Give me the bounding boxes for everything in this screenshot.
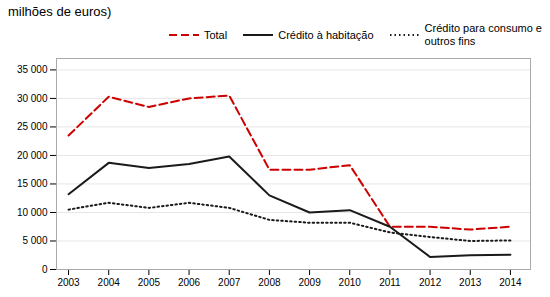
svg-text:2004: 2004 <box>98 277 121 288</box>
html-text:Crédito à habitação: Crédito à habitação <box>278 28 374 41</box>
svg-text:0: 0 <box>42 264 48 275</box>
svg-text:2012: 2012 <box>419 277 442 288</box>
svg-text:5 000: 5 000 <box>22 235 47 246</box>
svg-text:2003: 2003 <box>57 277 80 288</box>
html-text:Crédito para consumo e outros: Crédito para consumo e outros fins <box>424 22 542 47</box>
svg-text:2013: 2013 <box>459 277 482 288</box>
svg-text:2008: 2008 <box>258 277 281 288</box>
svg-text:25 000: 25 000 <box>17 121 48 132</box>
svg-text:2009: 2009 <box>298 277 321 288</box>
svg-text:2011: 2011 <box>379 277 401 288</box>
svg-text:35 000: 35 000 <box>17 64 48 75</box>
svg-text:2014: 2014 <box>499 277 522 288</box>
svg-text:10 000: 10 000 <box>17 207 48 218</box>
svg-text:15 000: 15 000 <box>17 178 48 189</box>
html-text:Total: Total <box>203 28 228 41</box>
svg-text:30 000: 30 000 <box>17 93 48 104</box>
svg-text:2005: 2005 <box>138 277 161 288</box>
svg-text:2010: 2010 <box>339 277 362 288</box>
svg-text:2006: 2006 <box>178 277 201 288</box>
html-text:milhões de euros): milhões de euros) <box>8 4 112 19</box>
svg-text:20 000: 20 000 <box>17 150 48 161</box>
svg-text:2007: 2007 <box>218 277 241 288</box>
